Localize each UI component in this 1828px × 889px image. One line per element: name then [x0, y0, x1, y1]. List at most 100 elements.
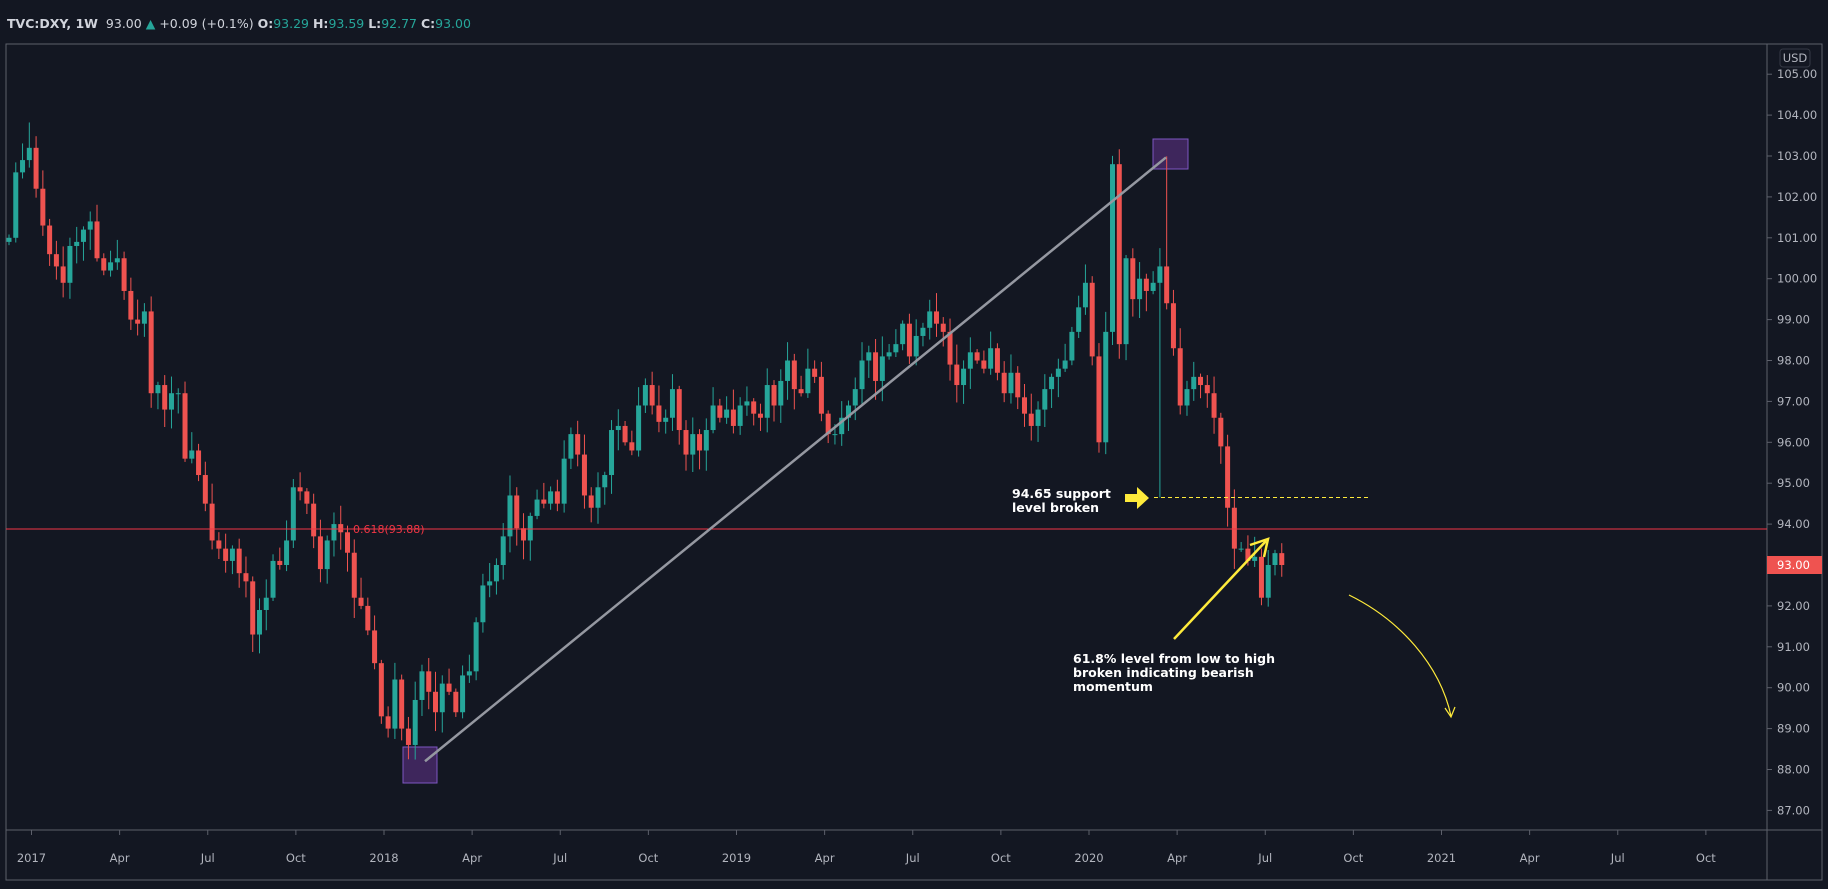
candle [1035, 401, 1041, 442]
candle [710, 387, 716, 434]
candle-body [602, 475, 608, 488]
candle-body [47, 225, 53, 255]
candle [581, 434, 587, 509]
candle [642, 378, 648, 414]
candle [1042, 374, 1048, 428]
candle [196, 443, 202, 482]
price-tick-label: 90.00 [1777, 681, 1810, 695]
candle-body [1225, 446, 1231, 508]
candle [636, 387, 642, 457]
candle [900, 320, 906, 351]
candle-body [974, 352, 980, 361]
candle-body [507, 495, 513, 537]
candle [757, 403, 763, 431]
candle [1008, 354, 1014, 404]
candle-body [60, 266, 66, 283]
candle [852, 377, 858, 421]
candle [561, 440, 567, 513]
candle-body [439, 683, 445, 713]
candle-body [67, 245, 73, 283]
candle-body [1123, 258, 1129, 345]
candle [412, 681, 418, 760]
candle-body [6, 237, 12, 242]
candle-body [216, 540, 222, 549]
trendline[interactable] [424, 156, 1167, 763]
price-tick-label: 92.00 [1777, 599, 1810, 613]
candle-body [351, 552, 357, 598]
candle [1082, 264, 1088, 315]
fib-label: 0.618(93.88) [353, 523, 425, 536]
low-value: 92.77 [381, 16, 417, 31]
candle-body [879, 356, 885, 381]
legend-header: TVC:DXY, 1W 93.00 ▲ +0.09 (+0.1%) O:93.2… [7, 16, 471, 31]
candle [575, 420, 581, 467]
time-tick-label: Oct [1696, 851, 1716, 865]
candle [1265, 550, 1271, 607]
candle [304, 488, 310, 515]
candle [1015, 366, 1021, 410]
candle-body [554, 491, 560, 504]
candle-body [1049, 376, 1055, 390]
candle [771, 380, 777, 422]
candle [690, 417, 696, 472]
candle-body [385, 716, 391, 729]
candle-body [223, 548, 229, 561]
symbol[interactable]: TVC:DXY, 1W [7, 16, 98, 31]
candle [270, 554, 276, 601]
candle [649, 371, 655, 415]
candle [785, 342, 791, 400]
candle-body [744, 401, 750, 406]
candle [345, 525, 350, 572]
candle [141, 303, 147, 337]
candle [385, 706, 391, 738]
candle [1225, 434, 1231, 527]
candle-body [615, 425, 621, 431]
candle-body [893, 344, 899, 353]
candle-body [1028, 413, 1034, 426]
time-tick-label: Oct [286, 851, 306, 865]
candle-body [832, 434, 838, 436]
candle-body [40, 188, 46, 226]
candle-body [372, 630, 378, 664]
candle [80, 226, 86, 261]
candle-body [338, 524, 344, 533]
candle-body [229, 548, 235, 561]
candle-body [87, 221, 93, 230]
candle-body [419, 671, 425, 700]
time-axis[interactable]: 2017 Apr Jul Oct 2018 Apr Jul Oct 2019 Apr Jul Oct 2… [17, 830, 1716, 865]
candle [405, 716, 411, 760]
candle-body [270, 560, 276, 598]
candle [284, 520, 290, 572]
candle [33, 136, 39, 198]
currency-badge[interactable] [1779, 48, 1811, 68]
price-tick-label: 87.00 [1777, 803, 1810, 817]
candle-body [473, 622, 479, 672]
candle [1150, 271, 1156, 295]
candle [1055, 358, 1061, 398]
candle [805, 348, 811, 398]
candle [947, 318, 953, 381]
curved-arrowhead-icon [1444, 706, 1456, 719]
candle-body [236, 548, 242, 574]
candle-body [988, 348, 994, 369]
price-tick-label: 104.00 [1777, 108, 1817, 122]
candle-body [94, 221, 100, 259]
candle [1110, 155, 1116, 346]
candle-body [304, 491, 310, 504]
candle-body [1110, 164, 1116, 332]
price-axis[interactable]: 105.00 104.00 103.00 102.00 101.00 100.00 99.0… [1767, 67, 1817, 817]
candle-body [940, 323, 946, 332]
candle-body [412, 699, 418, 745]
candle [514, 487, 520, 546]
candle [223, 533, 229, 573]
candle-body [947, 331, 953, 365]
candle [175, 388, 181, 414]
candle-body [703, 430, 709, 451]
candle-body [994, 348, 1000, 373]
candle [108, 250, 114, 277]
candle [703, 418, 709, 471]
candle [128, 277, 134, 330]
candle-body [345, 532, 350, 553]
candle [399, 674, 405, 741]
